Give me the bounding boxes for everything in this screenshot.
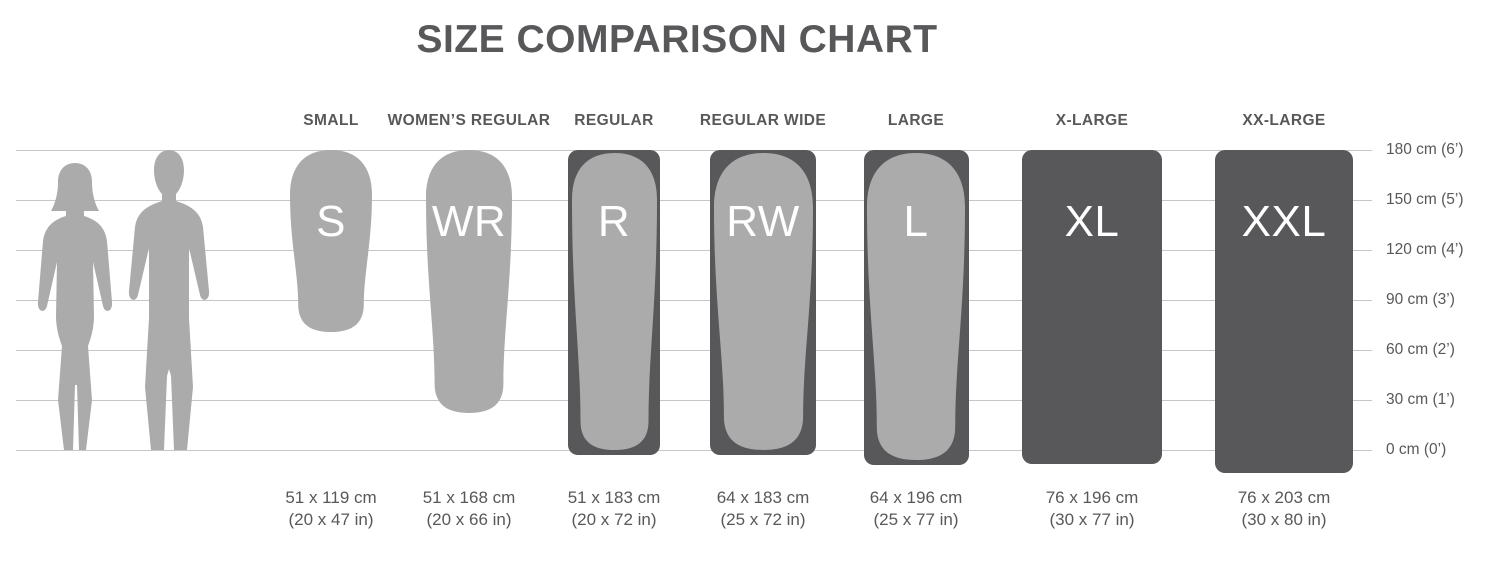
- dims-in: (30 x 80 in): [1241, 510, 1327, 529]
- pad-shape-regular: [571, 153, 657, 450]
- dims-cm: 76 x 203 cm: [1237, 488, 1331, 507]
- dims-womens-regular: 51 x 168 cm (20 x 66 in): [423, 487, 516, 531]
- dims-large: 64 x 196 cm (25 x 77 in): [870, 487, 963, 531]
- pad-code-large: L: [903, 197, 929, 246]
- gridline: [16, 350, 1372, 351]
- pad-shape-large: [867, 153, 965, 460]
- dims-regular: 51 x 183 cm (20 x 72 in): [568, 487, 661, 531]
- dims-in: (20 x 72 in): [571, 510, 657, 529]
- gridline: [16, 300, 1372, 301]
- size-label-small: SMALL: [303, 112, 359, 129]
- dims-cm: 64 x 183 cm: [716, 488, 810, 507]
- dims-regular-wide: 64 x 183 cm (25 x 72 in): [717, 487, 810, 531]
- gridline: [16, 150, 1372, 151]
- dims-cm: 51 x 168 cm: [422, 488, 516, 507]
- dims-cm: 64 x 196 cm: [869, 488, 963, 507]
- pad-code-xx-large: XXL: [1241, 197, 1327, 246]
- axis-tick-label: 60 cm (2’): [1386, 341, 1455, 358]
- gridline: [16, 250, 1372, 251]
- dims-in: (20 x 66 in): [426, 510, 512, 529]
- dims-cm: 76 x 196 cm: [1045, 488, 1139, 507]
- pad-code-x-large: XL: [1064, 197, 1120, 246]
- size-label-large: LARGE: [887, 112, 945, 129]
- dims-xx-large: 76 x 203 cm (30 x 80 in): [1238, 487, 1331, 531]
- axis-tick-label: 90 cm (3’): [1386, 291, 1455, 308]
- size-label-x-large: X-LARGE: [1055, 112, 1129, 129]
- dims-cm: 51 x 119 cm: [285, 488, 377, 507]
- pad-shape-regular-wide: [713, 153, 813, 450]
- axis-tick-label: 180 cm (6’): [1386, 141, 1464, 158]
- axis-tick-label: 120 cm (4’): [1386, 241, 1464, 258]
- size-label-womens-regular: WOMEN’S REGULAR: [387, 112, 551, 129]
- dims-in: (25 x 77 in): [873, 510, 959, 529]
- dims-in: (20 x 47 in): [288, 510, 374, 529]
- gridline: [16, 450, 1372, 451]
- dims-in: (25 x 72 in): [720, 510, 806, 529]
- axis-tick-label: 150 cm (5’): [1386, 191, 1464, 208]
- gridline: [16, 200, 1372, 201]
- pad-code-small: S: [316, 197, 346, 246]
- pad-code-womens-regular: WR: [431, 197, 507, 246]
- dims-small: 51 x 119 cm (20 x 47 in): [285, 487, 376, 531]
- axis-tick-label: 30 cm (1’): [1386, 391, 1455, 408]
- pad-code-regular-wide: RW: [726, 197, 800, 246]
- dims-cm: 51 x 183 cm: [567, 488, 661, 507]
- size-label-regular: REGULAR: [574, 112, 654, 129]
- size-label-xx-large: XX-LARGE: [1242, 112, 1326, 129]
- dims-in: (30 x 77 in): [1049, 510, 1135, 529]
- page-title: SIZE COMPARISON CHART: [416, 18, 938, 61]
- gridline: [16, 400, 1372, 401]
- pad-code-regular: R: [597, 197, 631, 246]
- man-silhouette: [128, 150, 210, 450]
- axis-tick-label: 0 cm (0’): [1386, 441, 1447, 458]
- pad-rect-xx-large: [1215, 150, 1353, 473]
- pad-shape-womens-regular: [426, 150, 512, 413]
- size-label-regular-wide: REGULAR WIDE: [699, 112, 827, 129]
- dims-x-large: 76 x 196 cm (30 x 77 in): [1046, 487, 1139, 531]
- woman-silhouette: [37, 163, 113, 450]
- pad-shape-small: [290, 150, 372, 332]
- pad-rect-x-large: [1022, 150, 1162, 464]
